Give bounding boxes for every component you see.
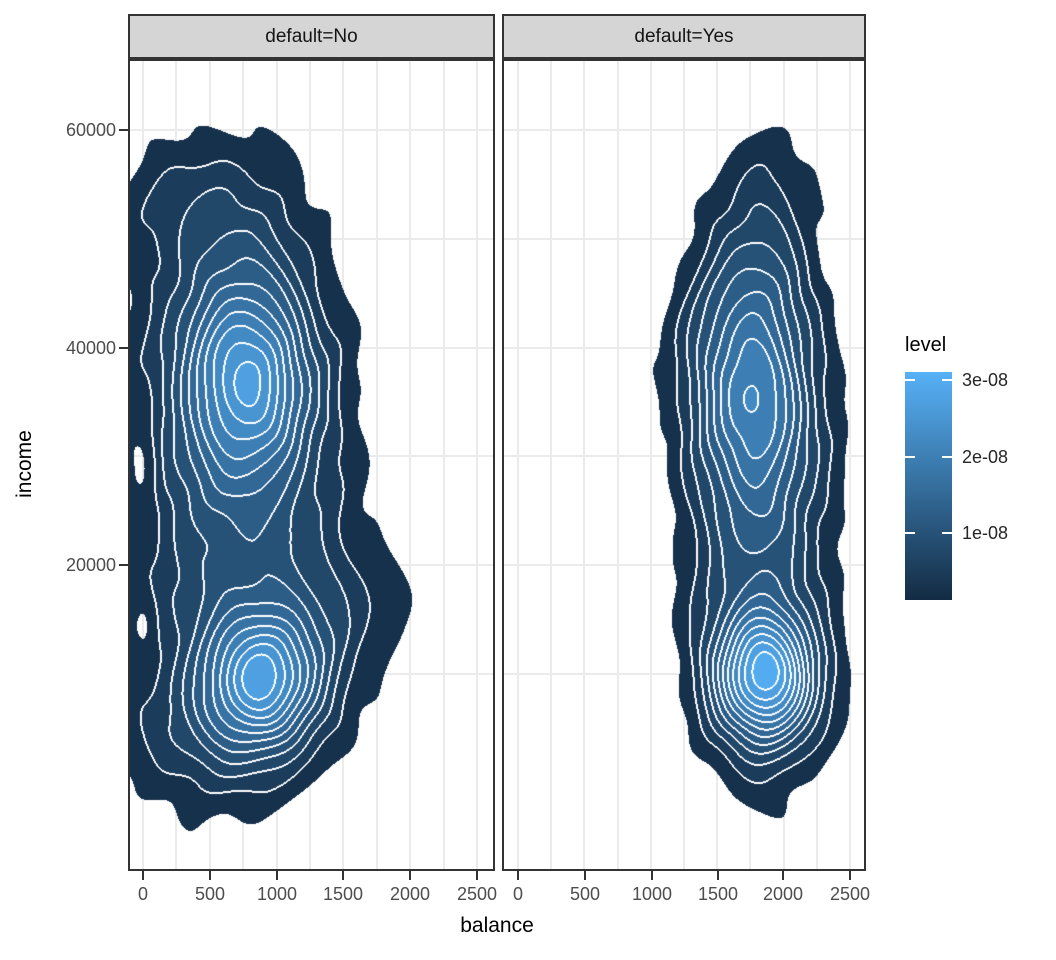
- x-axis-tick-label: 0: [512, 884, 523, 904]
- legend-tick-label-0: 3e-08: [962, 370, 1009, 390]
- x-axis-tick-label: 1000: [256, 884, 298, 904]
- facet-strip-label: default=Yes: [634, 25, 734, 47]
- y-tick-mark: [119, 347, 128, 349]
- legend-notch: [905, 379, 915, 381]
- x-tick-mark: [409, 871, 411, 880]
- x-axis-tick-label: 2500: [829, 884, 871, 904]
- x-tick-mark: [209, 871, 211, 880]
- x-tick-mark: [517, 871, 519, 880]
- legend-notch: [942, 532, 952, 534]
- facet-strip-no: default=No: [128, 14, 495, 59]
- y-tick-mark: [119, 129, 128, 131]
- legend-tick-label-1: 2e-08: [962, 447, 1009, 467]
- y-axis-tick-label: 20000: [65, 555, 116, 575]
- y-axis-tick-label: 60000: [65, 120, 116, 140]
- x-tick-mark: [476, 871, 478, 880]
- x-axis-tick-label: 1500: [697, 884, 739, 904]
- x-tick-mark: [342, 871, 344, 880]
- x-tick-mark: [782, 871, 784, 880]
- legend-notch: [942, 456, 952, 458]
- facet-canvas-1: [504, 61, 864, 869]
- x-axis-tick-label: 2000: [389, 884, 431, 904]
- facet-panel-1: [502, 59, 866, 871]
- x-tick-mark: [584, 871, 586, 880]
- legend-notch: [905, 456, 915, 458]
- x-axis-tick-label: 500: [569, 884, 601, 904]
- facet-panel-0: [128, 59, 495, 871]
- legend-notch: [905, 532, 915, 534]
- legend-tick-label-2: 1e-08: [962, 523, 1009, 543]
- x-tick-mark: [849, 871, 851, 880]
- y-tick-mark: [119, 564, 128, 566]
- x-tick-mark: [142, 871, 144, 880]
- legend-title: level: [905, 334, 947, 356]
- legend-notch: [942, 379, 952, 381]
- x-axis-title: balance: [460, 914, 534, 937]
- x-axis-tick-label: 500: [194, 884, 226, 904]
- x-tick-mark: [276, 871, 278, 880]
- facet-strip-label: default=No: [265, 25, 358, 47]
- facet-strip-yes: default=Yes: [502, 14, 866, 59]
- x-axis-tick-label: 1000: [631, 884, 673, 904]
- x-axis-tick-label: 0: [137, 884, 148, 904]
- x-tick-mark: [651, 871, 653, 880]
- x-axis-tick-label: 1500: [322, 884, 364, 904]
- x-tick-mark: [717, 871, 719, 880]
- facet-canvas-0: [130, 61, 493, 869]
- y-axis-title: income: [13, 430, 36, 498]
- x-axis-tick-label: 2500: [456, 884, 498, 904]
- x-axis-tick-label: 2000: [762, 884, 804, 904]
- y-axis-tick-label: 40000: [65, 338, 116, 358]
- legend-gradient-bar: [905, 372, 952, 600]
